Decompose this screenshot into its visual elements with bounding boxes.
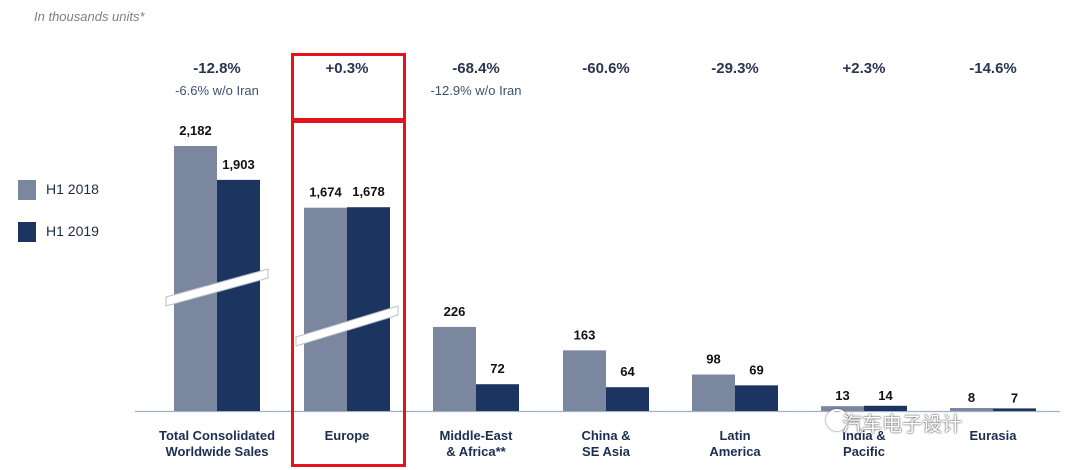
data-label-h1-2019: 14 [878, 388, 893, 403]
highlight-box-europe [291, 120, 406, 467]
data-label-h1-2018: 98 [706, 352, 720, 367]
data-label-h1-2019: 7 [1011, 390, 1018, 405]
bar-h1-2018 [563, 350, 606, 411]
change-percent: -60.6% [582, 60, 630, 77]
change-note: -12.9% w/o Iran [430, 83, 521, 98]
data-label-h1-2018: 226 [444, 304, 466, 319]
axis-break-mark [295, 305, 399, 347]
bar-h1-2018 [174, 146, 217, 411]
data-label-h1-2018: 1,674 [309, 185, 342, 200]
change-percent: +2.3% [843, 60, 886, 77]
bar-h1-2019 [347, 207, 390, 411]
bar-h1-2018 [433, 326, 476, 411]
category-label: Middle-East & Africa** [440, 428, 514, 459]
change-percent: -29.3% [711, 60, 759, 77]
bar-h1-2019 [476, 384, 519, 411]
bar-h1-2018 [692, 374, 735, 411]
legend-label-h1-2019: H1 2019 [46, 223, 99, 239]
bar-h1-2019 [606, 387, 649, 411]
legend-swatch-h1-2018 [18, 180, 36, 200]
data-label-h1-2019: 72 [490, 361, 504, 376]
data-label-h1-2018: 13 [835, 388, 849, 403]
watermark: 汽车电子设计 [842, 412, 962, 436]
legend-swatch-h1-2019 [18, 222, 36, 242]
data-label-h1-2018: 2,182 [179, 123, 212, 138]
category-label: Total Consolidated Worldwide Sales [159, 428, 275, 459]
data-label-h1-2018: 163 [574, 327, 596, 342]
highlight-box-change [291, 53, 406, 121]
category-label: China & SE Asia [581, 428, 630, 459]
category-label: Eurasia [970, 428, 1018, 443]
category-label: Latin America [709, 428, 761, 459]
change-note: -6.6% w/o Iran [175, 83, 259, 98]
bar-h1-2019 [217, 179, 260, 411]
data-label-h1-2019: 69 [749, 362, 763, 377]
bar-h1-2018 [950, 408, 993, 411]
change-percent: -12.8% [193, 60, 241, 77]
data-label-h1-2019: 1,678 [352, 184, 385, 199]
bar-h1-2019 [864, 405, 907, 411]
bar-h1-2019 [735, 385, 778, 411]
bar-h1-2018 [821, 406, 864, 411]
category-label: India & Pacific [842, 428, 885, 459]
category-label: Europe [325, 428, 370, 443]
change-percent: -14.6% [969, 60, 1017, 77]
data-label-h1-2019: 64 [620, 364, 635, 379]
unit-note: In thousands units* [34, 9, 145, 24]
axis-break-mark [165, 268, 269, 307]
change-percent: -68.4% [452, 60, 500, 77]
legend-label-h1-2018: H1 2018 [46, 181, 99, 197]
change-percent: +0.3% [326, 60, 369, 77]
watermark-logo-icon [826, 409, 848, 431]
data-label-h1-2018: 8 [968, 390, 975, 405]
bar-h1-2018 [304, 207, 347, 411]
data-label-h1-2019: 1,903 [222, 157, 255, 172]
bar-h1-2019 [993, 408, 1036, 411]
